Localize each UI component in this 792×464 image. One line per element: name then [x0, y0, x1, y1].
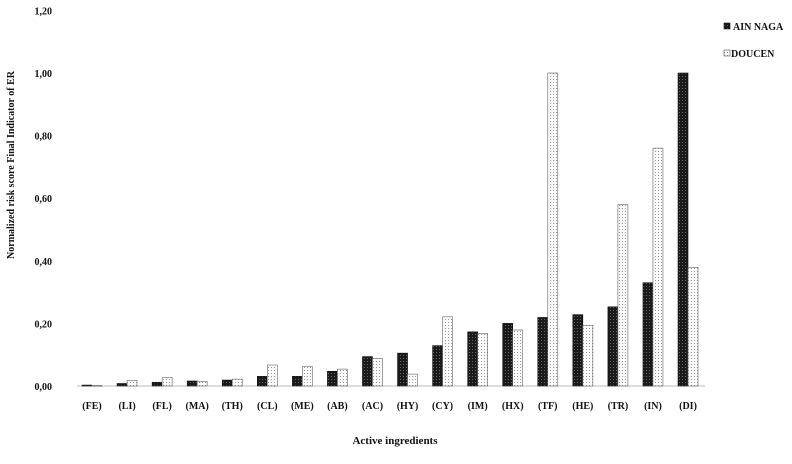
- bar-doucen: [161, 377, 173, 387]
- bar-ain-naga: [256, 375, 268, 387]
- bar-ain-naga: [116, 383, 128, 387]
- x-tick-label: (FE): [82, 401, 101, 412]
- bar-doucen: [302, 366, 313, 387]
- x-tick-label: (ME): [291, 401, 314, 412]
- bar-doucen: [442, 316, 453, 387]
- bar-ain-naga: [362, 356, 373, 387]
- bar-ain-naga: [467, 331, 478, 387]
- bar-doucen: [652, 147, 664, 387]
- y-tick-label: 1,00: [35, 69, 53, 80]
- bar-doucen: [91, 385, 103, 387]
- x-axis-label: Active ingredients: [352, 435, 438, 447]
- bar-doucen: [687, 267, 699, 387]
- y-tick-label: 0,20: [35, 319, 53, 330]
- x-tick-label: (TF): [538, 401, 557, 412]
- x-tick-label: (IM): [468, 401, 488, 412]
- bar-doucen: [582, 324, 594, 387]
- x-tick-label: (TH): [222, 401, 243, 412]
- bar-doucen: [196, 381, 208, 387]
- bar-ain-naga: [502, 323, 514, 387]
- x-tick-label: (TR): [608, 401, 629, 412]
- x-tick-label: (CY): [432, 401, 453, 412]
- bar-ain-naga: [151, 381, 163, 387]
- x-tick-label: (LI): [118, 401, 135, 412]
- bar-doucen: [231, 378, 243, 387]
- legend-swatch-ain-naga: [723, 22, 731, 30]
- bar-doucen: [266, 364, 278, 387]
- bar-ain-naga: [221, 379, 233, 387]
- bar-ain-naga: [572, 314, 584, 387]
- y-tick-label: 0,40: [35, 257, 53, 268]
- x-tick-label: (HX): [502, 401, 524, 412]
- y-tick-label: 0,60: [35, 194, 53, 205]
- y-tick-label: 1,20: [35, 6, 53, 17]
- x-tick-label: (CL): [257, 401, 278, 412]
- bar-doucen: [547, 72, 559, 387]
- y-tick-label: 0,00: [35, 382, 53, 393]
- x-tick-label: (IN): [644, 401, 662, 412]
- legend: AIN NAGA DOUCEN: [723, 22, 784, 60]
- x-tick-label: (AC): [362, 401, 383, 412]
- x-tick-label: (MA): [186, 401, 209, 412]
- bar-ain-naga: [432, 345, 443, 387]
- x-tick-label: (DI): [679, 401, 697, 412]
- bar-doucen: [372, 358, 383, 387]
- legend-swatch-doucen: [723, 49, 731, 57]
- bar-ain-naga: [677, 72, 689, 387]
- x-tick-label: (HE): [572, 401, 593, 412]
- bar-ain-naga: [327, 370, 338, 387]
- bar-ain-naga: [537, 317, 549, 387]
- bar-ain-naga: [397, 352, 408, 387]
- bar-ain-naga: [607, 306, 619, 387]
- bar-doucen: [337, 368, 348, 387]
- y-axis-label: Normalized risk score Final Indicator of…: [6, 70, 17, 259]
- bar-doucen: [512, 329, 524, 387]
- bar-doucen: [477, 333, 488, 387]
- legend-label-doucen: DOUCEN: [731, 49, 775, 60]
- bar-ain-naga: [186, 380, 198, 387]
- bar-doucen: [617, 204, 629, 387]
- x-tick-label: (FL): [152, 401, 171, 412]
- bar-doucen: [126, 380, 138, 387]
- bar-ain-naga: [292, 375, 303, 387]
- x-tick-label: (AB): [327, 401, 348, 412]
- bar-ain-naga: [81, 384, 93, 387]
- x-tick-label: (HY): [397, 401, 419, 412]
- y-tick-label: 0,80: [35, 132, 53, 143]
- bar-ain-naga: [642, 282, 654, 387]
- legend-label-ain-naga: AIN NAGA: [733, 22, 784, 33]
- bar-doucen: [407, 373, 418, 387]
